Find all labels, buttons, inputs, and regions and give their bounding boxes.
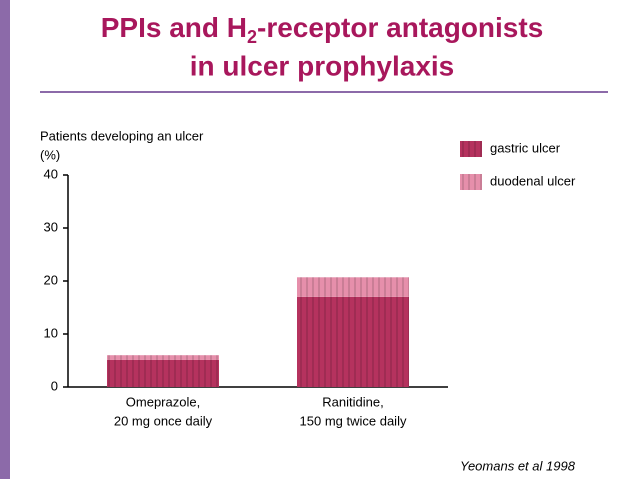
x-tick-label: 20 mg once daily <box>114 413 213 428</box>
legend-label: gastric ulcer <box>490 140 561 155</box>
bar-texture <box>107 355 219 360</box>
legend-swatch-texture <box>460 174 482 190</box>
bar-texture <box>107 359 219 387</box>
side-bar <box>0 0 10 479</box>
legend-swatch-texture <box>460 141 482 157</box>
bar-texture <box>297 296 409 387</box>
y-axis-label: Patients developing an ulcer <box>40 128 204 143</box>
y-axis-label: (%) <box>40 147 60 162</box>
chart-title: PPIs and H2-receptor antagonists <box>101 12 544 46</box>
y-tick-label: 10 <box>44 325 58 340</box>
y-tick-label: 30 <box>44 219 58 234</box>
legend-label: duodenal ulcer <box>490 173 576 188</box>
source-note: Yeomans et al 1998 <box>460 458 576 473</box>
y-tick-label: 20 <box>44 272 58 287</box>
y-tick-label: 40 <box>44 166 58 181</box>
y-tick-label: 0 <box>51 378 58 393</box>
x-tick-label: Omeprazole, <box>126 394 200 409</box>
x-tick-label: Ranitidine, <box>322 394 383 409</box>
x-tick-label: 150 mg twice daily <box>300 413 407 428</box>
chart-title: in ulcer prophylaxis <box>190 50 455 81</box>
bar-texture <box>297 277 409 297</box>
